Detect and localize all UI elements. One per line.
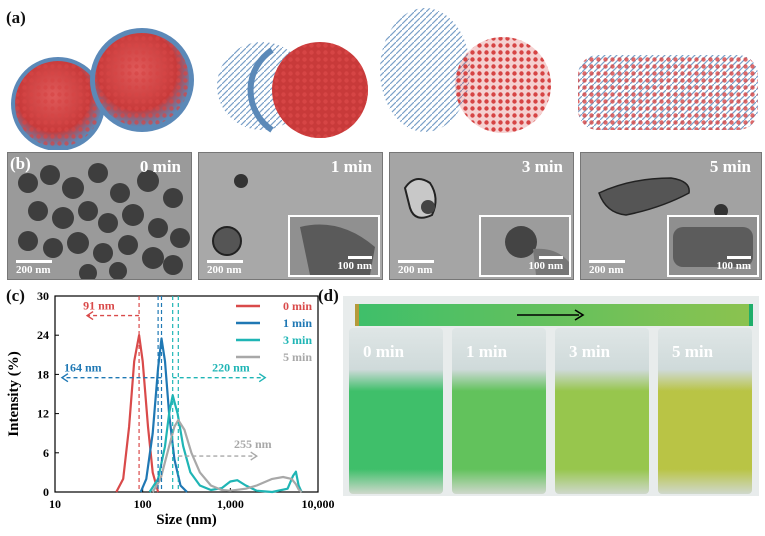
merging-micelles — [217, 42, 368, 138]
inset-scale-label: 100 nm — [337, 260, 372, 272]
plot-frame — [54, 295, 319, 493]
tem-inset: 100 nm — [667, 215, 759, 277]
tem-inset: 100 nm — [479, 215, 571, 277]
vial-time-label: 0 min — [363, 342, 405, 361]
scale-label: 200 nm — [398, 264, 433, 276]
series-line — [151, 419, 303, 493]
tem-image-3min: 3 min 200 nm 100 nm — [389, 152, 574, 280]
y-axis-label: Intensity (%) — [6, 351, 22, 436]
panel-a-label: (a) — [6, 8, 26, 27]
tem-image-1min: 1 min 200 nm 100 nm — [198, 152, 383, 280]
y-tick-label: 12 — [37, 407, 49, 421]
scale-label: 200 nm — [207, 264, 242, 276]
vial-time-label: 5 min — [672, 342, 714, 361]
inset-scale-bar — [539, 256, 563, 259]
panel-b-label: (b) — [10, 154, 31, 173]
y-tick-label: 30 — [37, 289, 49, 303]
vial-1 — [349, 328, 443, 494]
vial-time-label: 3 min — [569, 342, 611, 361]
inset-scale-label: 100 nm — [716, 260, 751, 272]
legend-label: 1 min — [283, 316, 312, 330]
inset-scale-bar — [727, 256, 751, 259]
tem-inset: 100 nm — [288, 215, 380, 277]
annotation-arrowhead — [85, 311, 94, 321]
series-line — [139, 337, 188, 493]
tem-time-label: 3 min — [521, 157, 563, 176]
vial-2 — [452, 328, 546, 494]
tem-image-0min: 0 min 200 nm — [7, 152, 192, 280]
x-tick-label: 1,000 — [217, 497, 244, 511]
tem-time-label: 1 min — [330, 157, 372, 176]
x-axis-label: Size (nm) — [156, 512, 216, 528]
scale-label: 200 nm — [16, 264, 51, 276]
scale-bar — [589, 260, 625, 263]
y-tick-label: 0 — [43, 485, 49, 499]
x-tick-label: 100 — [134, 497, 152, 511]
y-tick-label: 18 — [37, 367, 49, 381]
dls-size-chart: 0 6 12 18 24 30 10 100 1,000 10,000 Size (nm) Inten… — [6, 289, 335, 528]
micelle-fusion-illustration — [11, 8, 758, 150]
time-arrow — [517, 309, 585, 321]
y-tick-label: 24 — [37, 328, 49, 342]
dispersed-molecules — [578, 55, 758, 130]
annotation-arrowhead — [258, 373, 267, 383]
annotation-arrowhead — [60, 373, 69, 383]
legend-label: 3 min — [283, 333, 312, 347]
legend-label: 0 min — [283, 299, 312, 313]
scale-bar — [398, 260, 434, 263]
annotation-arrowhead — [250, 451, 258, 461]
two-micelles — [11, 28, 194, 150]
scale-bar — [16, 260, 52, 263]
scale-bar — [207, 260, 243, 263]
peak-annotation-label: 255 nm — [234, 437, 272, 451]
tem-image-5min: 5 min 200 nm 100 nm — [580, 152, 762, 280]
peak-annotation-label: 164 nm — [64, 361, 102, 375]
tem-time-label: 5 min — [709, 157, 751, 176]
tem-time-label: 0 min — [139, 157, 181, 176]
vial-3 — [555, 328, 649, 494]
panel-d-label: (d) — [318, 286, 339, 305]
inset-scale-bar — [348, 256, 372, 259]
vial-time-label: 1 min — [466, 342, 508, 361]
x-tick-label: 10,000 — [302, 497, 335, 511]
y-tick-label: 6 — [43, 446, 49, 460]
peak-annotation-label: 91 nm — [83, 299, 115, 313]
disrupted-micelles — [380, 8, 551, 133]
panel-c-label: (c) — [6, 286, 25, 305]
scale-label: 200 nm — [589, 264, 624, 276]
peak-annotation-label: 220 nm — [212, 361, 250, 375]
series-line — [115, 334, 160, 493]
vial-4 — [658, 328, 752, 494]
inset-scale-label: 100 nm — [528, 260, 563, 272]
x-tick-label: 10 — [49, 497, 61, 511]
legend-label: 5 min — [283, 350, 312, 364]
